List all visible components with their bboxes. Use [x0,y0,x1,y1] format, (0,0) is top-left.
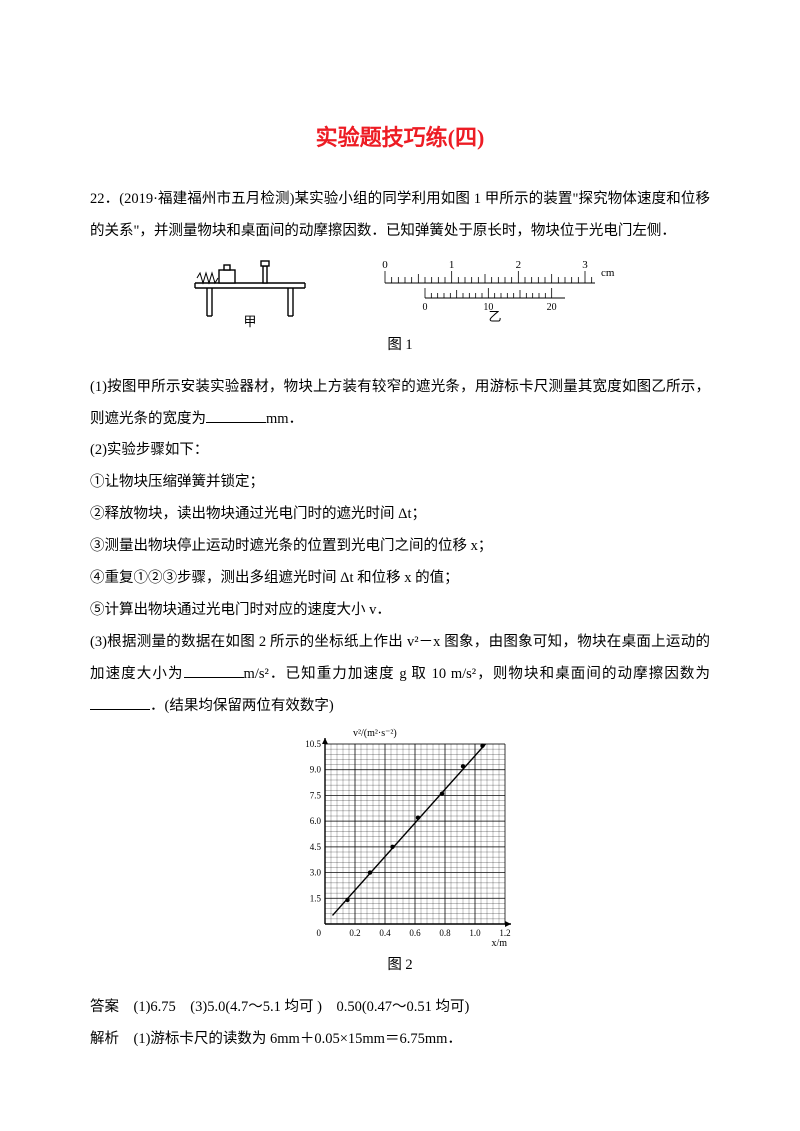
blank-mu [90,695,150,710]
svg-text:2: 2 [516,259,522,271]
q22-part3: (3)根据测量的数据在如图 2 所示的坐标纸上作出 v²－x 图象，由图象可知，… [90,627,710,723]
svg-text:v²/(m²·s⁻²): v²/(m²·s⁻²) [353,728,397,739]
explain-line: 解析 (1)游标卡尺的读数为 6mm＋0.05×15mm＝6.75mm． [90,1024,710,1056]
step-1: ①让物块压缩弹簧并锁定； [90,467,710,499]
svg-text:4.5: 4.5 [310,842,322,852]
q22-part3-mid: m/s²．已知重力加速度 g 取 10 m/s²，则物块和桌面间的动摩擦因数为 [244,666,710,682]
svg-text:x/m: x/m [491,938,507,948]
svg-text:20: 20 [547,302,557,313]
q22-part1-tail: mm． [266,411,303,427]
figure-2-caption: 图 2 [90,950,710,982]
apparatus-diagram: 甲 [185,258,325,328]
ruler-unit: cm [601,267,615,279]
q22-part2-head: (2)实验步骤如下： [90,435,710,467]
figure-1-caption: 图 1 [90,330,710,362]
svg-text:0.2: 0.2 [349,928,360,938]
svg-text:0: 0 [382,259,388,271]
v2-x-chart: 0.2 0.4 0.6 0.8 1.0 1.2 1.5 3.0 4.5 6.0 7.5 9.0 10.5… [285,728,515,948]
svg-text:0.4: 0.4 [379,928,391,938]
blank-width [206,408,266,423]
svg-text:3.0: 3.0 [310,868,322,878]
svg-text:10: 10 [483,302,493,313]
svg-text:10.5: 10.5 [305,739,321,749]
svg-text:0: 0 [317,928,322,938]
answer-line: 答案 (1)6.75 (3)5.0(4.7～5.1 均可 ) 0.50(0.47… [90,992,710,1024]
label-jia: 甲 [243,314,256,328]
problem-22: 22．(2019·福建福州市五月检测)某实验小组的同学利用如图 1 甲所示的装置… [90,184,710,1056]
step-3: ③测量出物块停止运动时遮光条的位置到光电门之间的位移 x； [90,531,710,563]
svg-text:0: 0 [423,302,428,313]
svg-text:0.8: 0.8 [439,928,451,938]
q22-part1: (1)按图甲所示安装实验器材，物块上方装有较窄的遮光条，用游标卡尺测量其宽度如图… [90,372,710,436]
svg-text:6.0: 6.0 [310,817,322,827]
svg-text:1: 1 [449,259,455,271]
figure-1-row: 甲 cm 乙 012301020 [90,258,710,328]
svg-text:9.0: 9.0 [310,765,322,775]
step-2: ②释放物块，读出物块通过光电门时的遮光时间 Δt； [90,499,710,531]
q22-lead: 22．(2019·福建福州市五月检测)某实验小组的同学利用如图 1 甲所示的装置… [90,184,710,248]
step-5: ⑤计算出物块通过光电门时对应的速度大小 v． [90,595,710,627]
svg-text:0.6: 0.6 [409,928,421,938]
step-4: ④重复①②③步骤，测出多组遮光时间 Δt 和位移 x 的值； [90,563,710,595]
page-title: 实验题技巧练(四) [90,120,710,152]
svg-text:3: 3 [582,259,588,271]
svg-text:1.2: 1.2 [499,928,510,938]
svg-text:1.0: 1.0 [469,928,481,938]
blank-accel [184,663,244,678]
svg-text:7.5: 7.5 [310,791,322,801]
q22-part3-tail: ．(结果均保留两位有效数字) [150,698,334,714]
vernier-ruler: cm 乙 012301020 [365,258,615,328]
q22-part1-text: (1)按图甲所示安装实验器材，物块上方装有较窄的遮光条，用游标卡尺测量其宽度如图… [90,379,710,427]
svg-text:1.5: 1.5 [310,894,322,904]
